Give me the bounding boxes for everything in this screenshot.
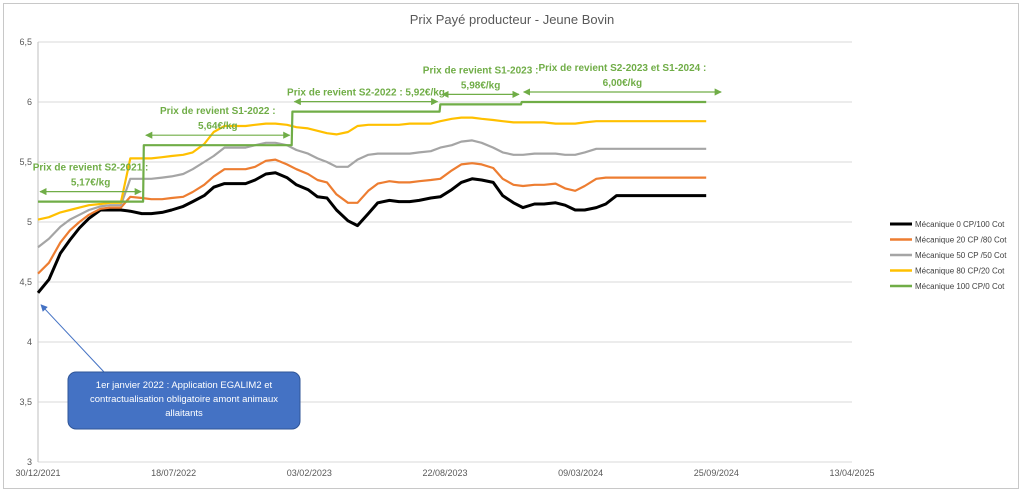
annotation-label: 6,00€/kg (603, 78, 642, 89)
series-line-0 (36, 171, 707, 294)
y-tick-label: 3,5 (19, 397, 32, 407)
annotation-label: 5,64€/kg (198, 121, 237, 132)
legend-label: Mécanique 80 CP/20 Cot (915, 267, 1005, 276)
callout-text: 1er janvier 2022 : Application EGALIM2 e… (96, 380, 273, 391)
y-tick-label: 3 (27, 457, 32, 467)
series-line-2 (37, 139, 707, 249)
callout-box (67, 371, 301, 430)
y-tick-label: 6,5 (19, 37, 32, 47)
y-tick-label: 6 (27, 97, 32, 107)
callout-text: allaitants (165, 408, 203, 419)
x-tick-label: 22/08/2023 (422, 468, 467, 478)
annotation-label: Prix de revient S2-2023 et S1-2024 : (538, 63, 706, 74)
legend-label: Mécanique 50 CP /50 Cot (915, 251, 1007, 260)
y-tick-label: 5 (27, 217, 32, 227)
annotation-label: 5,98€/kg (461, 80, 500, 91)
annotation-label: Prix de revient S2-2022 : 5,92€/kg (287, 88, 445, 99)
legend-label: Mécanique 0 CP/100 Cot (915, 220, 1005, 229)
callout-arrow (40, 304, 105, 373)
series-line-4 (38, 100, 707, 203)
annotation-layer: Prix de revient S2-2021 : 5,17€/kg Prix de… (33, 63, 722, 196)
x-tick-label: 18/07/2022 (151, 468, 196, 478)
series-layer (36, 100, 707, 294)
legend-label: Mécanique 100 CP/0 Cot (915, 282, 1005, 291)
legend: Mécanique 0 CP/100 Cot Mécanique 20 CP /8… (890, 220, 1007, 291)
annotation-label: Prix de revient S1-2022 : (160, 106, 276, 117)
annotation-label: Prix de revient S2-2021 : (33, 163, 149, 174)
series-line-1 (37, 158, 707, 275)
x-tick-label: 25/09/2024 (694, 468, 739, 478)
callout-text: contractualisation obligatoire amont ani… (90, 394, 278, 405)
legend-label: Mécanique 20 CP /80 Cot (915, 236, 1007, 245)
x-tick-label: 03/02/2023 (287, 468, 332, 478)
x-tick-label: 09/03/2024 (558, 468, 603, 478)
y-tick-label: 5,5 (19, 157, 32, 167)
annotation-label: Prix de revient S1-2023 : (423, 65, 539, 76)
chart-title: Prix Payé producteur - Jeune Bovin (410, 12, 615, 27)
axis-layer: 3 3,5 4 4,5 5 5,5 6 6,5 30/12/2021 18/07/2022 03/0… (15, 37, 874, 478)
annotation-label: 5,17€/kg (71, 178, 110, 189)
x-tick-label: 13/04/2025 (829, 468, 874, 478)
x-tick-label: 30/12/2021 (15, 468, 60, 478)
callout: 1er janvier 2022 : Application EGALIM2 e… (40, 304, 301, 430)
series-line-3 (37, 116, 707, 221)
y-tick-label: 4 (27, 337, 32, 347)
y-tick-label: 4,5 (19, 277, 32, 287)
